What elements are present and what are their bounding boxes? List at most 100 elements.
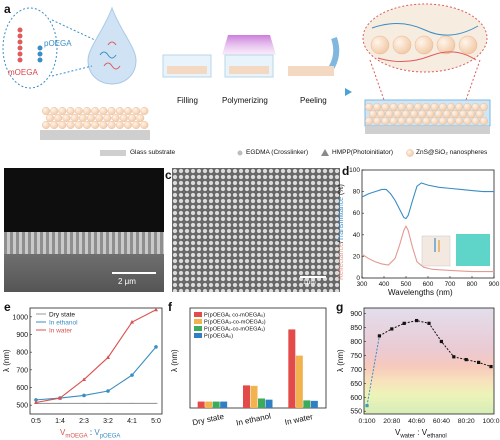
data-point-e bbox=[34, 400, 38, 405]
inset-schematic bbox=[421, 235, 451, 267]
data-point-g bbox=[427, 321, 431, 325]
nanosphere-icon bbox=[422, 102, 431, 111]
y-tick-label-d: 80 bbox=[353, 189, 361, 196]
nanosphere-icon bbox=[111, 113, 120, 122]
nanosphere-icon bbox=[458, 35, 478, 55]
xlabel-g-sub1: water bbox=[400, 433, 416, 440]
nanosphere-icon bbox=[82, 106, 91, 115]
nanosphere-icon bbox=[467, 109, 476, 118]
ylabel-d-wrap: Reflectance/Transmittance (%) bbox=[338, 170, 350, 280]
nanosphere-icon bbox=[115, 120, 124, 129]
scalebar-c-label: 1μm bbox=[303, 279, 316, 286]
nanosphere-icon bbox=[410, 109, 419, 118]
nanosphere-icon bbox=[370, 35, 390, 55]
nanosphere-icon bbox=[471, 102, 480, 111]
series-line-g-start bbox=[366, 335, 380, 406]
nanosphere-icon bbox=[397, 102, 406, 111]
ylabel-f-wrap: λ (nm) bbox=[170, 330, 182, 390]
nanosphere-icon bbox=[95, 113, 104, 122]
data-point-e bbox=[106, 389, 110, 393]
series-line-g bbox=[379, 320, 492, 368]
legend-swatch-f bbox=[194, 333, 202, 338]
polymer-chain-icon bbox=[371, 23, 479, 36]
bar-f bbox=[258, 398, 265, 408]
nanosphere-legend-icon bbox=[406, 149, 414, 157]
bar-f bbox=[205, 401, 213, 408]
y-tick-label-g: 550 bbox=[350, 409, 362, 416]
data-point-g bbox=[464, 358, 468, 362]
nanosphere-icon bbox=[377, 109, 386, 118]
x-tick-label-g: 0:100 bbox=[358, 418, 375, 425]
ylabel-e-wrap: λ (nm) bbox=[2, 330, 14, 390]
xlabel-e-sub1: mOEGA bbox=[65, 433, 88, 440]
x-tick-label-f: In ethanol bbox=[235, 411, 271, 427]
y-tick-label-e: 800 bbox=[16, 350, 28, 357]
x-tick-label-f: Dry state bbox=[192, 412, 226, 428]
x-tick-label-f: In water bbox=[284, 412, 314, 427]
moega-label: mOEGA bbox=[8, 68, 38, 77]
transmittance-line bbox=[361, 182, 494, 220]
poega-label: pOEGA bbox=[44, 39, 72, 48]
nanosphere-icon bbox=[422, 116, 431, 125]
nanosphere-icon bbox=[54, 113, 63, 122]
data-point-g bbox=[477, 360, 481, 364]
nanosphere-icon bbox=[434, 109, 443, 118]
data-point-e bbox=[130, 373, 134, 377]
y-tick-label-d: 100 bbox=[349, 167, 360, 174]
x-tick-label-d: 700 bbox=[445, 281, 456, 288]
series-line-e bbox=[35, 309, 157, 404]
nanosphere-icon bbox=[438, 102, 447, 111]
plot-frame-e bbox=[29, 307, 163, 415]
legend-swatch-f bbox=[194, 319, 202, 324]
nanosphere-icon bbox=[132, 120, 141, 129]
nanosphere-icon bbox=[58, 120, 67, 129]
step-filling: Filling bbox=[177, 96, 198, 105]
scalebar-c bbox=[300, 276, 326, 278]
legend-label-e: Dry state bbox=[49, 312, 75, 319]
xlabel-e-v2: V bbox=[94, 428, 100, 437]
scalebar-b-label: 2 μm bbox=[118, 277, 136, 286]
data-point-g bbox=[402, 321, 406, 325]
data-point-g bbox=[439, 339, 443, 344]
xlabel-g-sub2: ethanol bbox=[427, 433, 447, 440]
nanosphere-icon bbox=[397, 116, 406, 125]
y-tick-label-g: 700 bbox=[350, 367, 362, 374]
nanosphere-icon bbox=[46, 113, 55, 122]
nanosphere-icon bbox=[127, 113, 136, 122]
y-tick-label-d: 0 bbox=[356, 275, 360, 282]
series-line-e bbox=[35, 346, 157, 401]
filling-spheres bbox=[167, 66, 207, 74]
nanosphere-icon bbox=[463, 116, 472, 125]
nanosphere-icon bbox=[418, 109, 427, 118]
nanosphere-icon bbox=[365, 116, 374, 125]
nanosphere-icon bbox=[140, 120, 149, 129]
nanosphere-icon bbox=[451, 109, 460, 118]
xlabel-e-v1: V bbox=[60, 428, 66, 437]
x-tick-label-g: 80:20 bbox=[458, 418, 475, 425]
legend-crosslinker: EGDMA (Crosslinker) bbox=[246, 149, 309, 156]
nanosphere-icon bbox=[381, 116, 390, 125]
nanosphere-icon bbox=[475, 109, 484, 118]
nanosphere-icon bbox=[455, 102, 464, 111]
nanosphere-icon bbox=[140, 106, 149, 115]
legend-label-e: In ethanol bbox=[49, 320, 78, 327]
nanosphere-icon bbox=[91, 120, 100, 129]
nanosphere-icon bbox=[136, 113, 145, 122]
legend-label-e: In water bbox=[49, 328, 73, 335]
bar-f bbox=[295, 355, 303, 408]
data-point-g bbox=[489, 364, 493, 369]
nanosphere-icon bbox=[103, 113, 112, 122]
nanosphere-icon bbox=[414, 35, 434, 55]
data-point-e bbox=[34, 398, 38, 402]
peeling-spheres bbox=[288, 66, 334, 76]
xlabel-g-v2: V bbox=[421, 428, 428, 437]
legend-swatch-f bbox=[194, 326, 202, 331]
xlabel-e-sep: : bbox=[87, 428, 95, 437]
x-tick-label-g: 20:80 bbox=[383, 418, 400, 425]
x-tick-label-e: 1:4 bbox=[55, 418, 65, 425]
nanosphere-icon bbox=[393, 109, 402, 118]
y-tick-label-e: 600 bbox=[16, 385, 28, 392]
nanosphere-icon bbox=[430, 116, 439, 125]
spectrum-chart: 300 400 500 600 700 800 900 0 20 40 60 80 100 bbox=[349, 167, 500, 288]
data-point-e bbox=[58, 395, 62, 400]
